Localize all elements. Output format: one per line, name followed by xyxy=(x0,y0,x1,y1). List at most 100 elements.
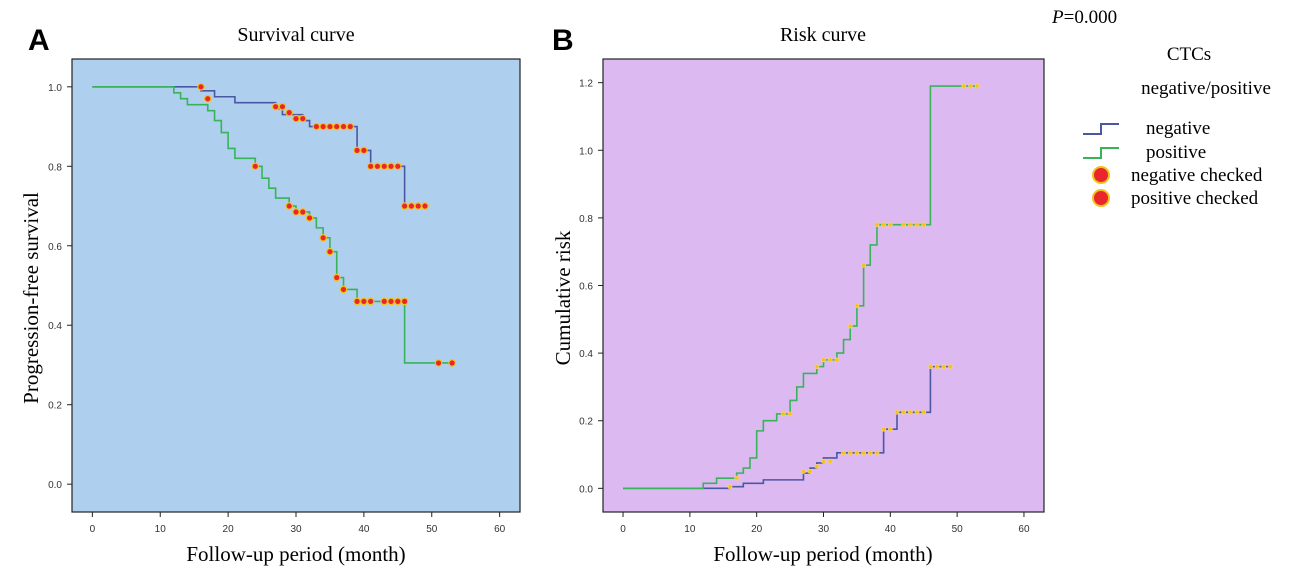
panel-a-negative-censor-marker xyxy=(326,122,334,131)
panel-a-negative-censor-marker xyxy=(271,102,280,111)
panel-a-y-tick-label: 0.4 xyxy=(48,321,62,332)
panel-a-plot-area xyxy=(71,58,521,513)
panel-a-x-tick-label: 0 xyxy=(90,524,96,535)
panel-a-negative-censor-marker xyxy=(421,202,429,210)
legend-label: negative checked xyxy=(1131,165,1263,186)
panel-a-negative-censor-marker xyxy=(380,162,389,171)
legend-dot-swatch xyxy=(1092,189,1110,207)
panel-b-negative-censor-marker xyxy=(921,409,927,415)
panel-a-y-tick-label: 1.0 xyxy=(48,83,62,94)
panel-b-x-tick-label: 20 xyxy=(751,524,763,535)
panel-b-positive-censor-marker xyxy=(881,222,887,228)
panel-b-negative-censor-marker xyxy=(948,364,953,370)
legend-item-negative-checked: negative checked xyxy=(1092,165,1263,186)
panel-b-positive-censor-marker xyxy=(847,323,853,329)
panel-b-positive-censor-marker xyxy=(814,364,820,370)
panel-b-positive-censor-marker xyxy=(821,357,826,363)
panel-a-positive-censor-marker xyxy=(387,297,395,306)
panel-b-negative-censor-marker xyxy=(907,409,913,415)
panel-a-negative-censor-marker xyxy=(339,122,348,131)
panel-a-positive-censor-marker xyxy=(292,208,300,216)
legend: CTCs negative/positive negative positiven… xyxy=(1083,44,1271,209)
panel-b-negative-censor-marker xyxy=(854,450,860,456)
legend-step-swatch xyxy=(1083,147,1119,159)
panel-a-positive-censor-marker xyxy=(285,202,294,210)
panel-b-title: Risk curve xyxy=(780,24,866,46)
panel-a-positive-censor-marker xyxy=(366,297,375,306)
panel-a-positive-censor-marker xyxy=(353,297,361,306)
panel-b: B Risk curve 0 10 20 30 40 50 60 0.0 0.2 0.4 0.6 0.… xyxy=(551,24,1045,566)
panel-b-positive-censor-marker xyxy=(734,475,740,481)
panel-a-negative-censor-marker xyxy=(332,122,341,131)
panel-b-negative-censor-marker xyxy=(827,458,833,464)
panel-b-negative-censor-marker xyxy=(928,364,933,370)
panel-b-x-tick-label: 40 xyxy=(885,524,897,535)
panel-a-positive-censor-marker xyxy=(305,214,314,222)
legend-item-negative: negative xyxy=(1083,118,1210,139)
panel-b-y-axis-label: Cumulative risk xyxy=(551,230,575,365)
legend-label: negative xyxy=(1146,118,1210,139)
panel-b-negative-censor-marker xyxy=(901,409,907,415)
panel-a-positive-censor-marker xyxy=(326,247,334,256)
panel-a-positive-censor-marker xyxy=(203,94,212,103)
panel-a-negative-censor-marker xyxy=(366,162,375,171)
panel-a-negative-censor-marker xyxy=(407,202,416,210)
panel-b-negative-censor-marker xyxy=(914,409,920,415)
panel-b-positive-censor-marker xyxy=(787,411,793,417)
panel-a-negative-censor-marker xyxy=(278,102,287,111)
panel-b-y-tick-label: 0.0 xyxy=(579,484,593,495)
panel-b-x-tick-label: 60 xyxy=(1018,524,1030,535)
panel-b-positive-censor-marker xyxy=(968,83,973,89)
panel-a-y-tick-label: 0.2 xyxy=(48,401,62,412)
panel-a-y-tick-label: 0.6 xyxy=(48,242,62,253)
panel-a-positive-censor-marker xyxy=(360,297,368,306)
panel-b-negative-censor-marker xyxy=(814,463,820,469)
panel-b-positive-censor-marker xyxy=(887,222,893,228)
panel-b-positive-censor-marker xyxy=(834,357,840,363)
panel-b-letter: B xyxy=(552,24,574,57)
panel-b-negative-censor-marker xyxy=(861,450,866,456)
panel-a-negative-censor-marker xyxy=(346,122,355,131)
panel-b-positive-censor-marker xyxy=(907,222,913,228)
panel-b-y-tick-label: 0.6 xyxy=(579,282,593,293)
panel-a-positive-censor-marker xyxy=(434,359,443,367)
panel-b-negative-censor-marker xyxy=(727,484,733,490)
panel-a-positive-censor-marker xyxy=(339,285,348,294)
panel-b-negative-censor-marker xyxy=(801,469,806,474)
panel-a-negative-censor-marker xyxy=(285,108,294,117)
panel-a-negative-censor-marker xyxy=(400,202,409,210)
panel-a: A Survival curve 0 10 20 30 40 50 60 0.0 0.2 0.4 0… xyxy=(19,24,521,566)
panel-b-positive-censor-marker xyxy=(861,262,866,268)
panel-b-positive-censor-marker xyxy=(914,222,920,228)
panel-a-x-tick-label: 40 xyxy=(358,524,370,535)
panel-b-y-tick-label: 0.8 xyxy=(579,214,593,225)
panel-b-negative-censor-marker xyxy=(807,469,813,474)
panel-b-y-tick-label: 1.0 xyxy=(579,146,593,157)
panel-b-positive-curve xyxy=(623,85,978,490)
panel-a-y-axis-label: Progression-free survival xyxy=(19,192,43,404)
panel-a-positive-censor-marker xyxy=(251,162,260,171)
panel-a-negative-censor-marker xyxy=(387,162,395,171)
legend-step-swatch xyxy=(1083,123,1119,135)
panel-b-negative-censor-marker xyxy=(881,426,887,432)
panel-b-positive-censor-marker xyxy=(901,222,907,228)
legend-title-line1: CTCs xyxy=(1167,44,1211,65)
legend-item-positive-checked: positive checked xyxy=(1092,188,1259,209)
panel-a-x-tick-label: 20 xyxy=(223,524,235,535)
panel-a-negative-censor-marker xyxy=(353,146,361,155)
panel-b-positive-censor-marker xyxy=(974,83,980,89)
panel-b-x-tick-label: 30 xyxy=(818,524,830,535)
panel-b-x-tick-label: 50 xyxy=(952,524,964,535)
panel-b-plot-area xyxy=(602,58,1045,513)
panel-b-x-tick-label: 0 xyxy=(620,524,626,535)
panel-a-negative-censor-marker xyxy=(360,146,368,155)
panel-a-letter: A xyxy=(28,24,50,57)
panel-b-positive-censor-marker xyxy=(854,303,860,309)
panel-b-negative-censor-marker xyxy=(934,364,940,370)
panel-b-positive-censor-marker xyxy=(921,222,927,228)
panel-a-negative-censor-marker xyxy=(373,162,382,171)
panel-a-negative-censor-marker xyxy=(298,114,307,123)
p-value-letter: P xyxy=(1051,7,1064,28)
panel-a-positive-censor-marker xyxy=(332,273,341,282)
